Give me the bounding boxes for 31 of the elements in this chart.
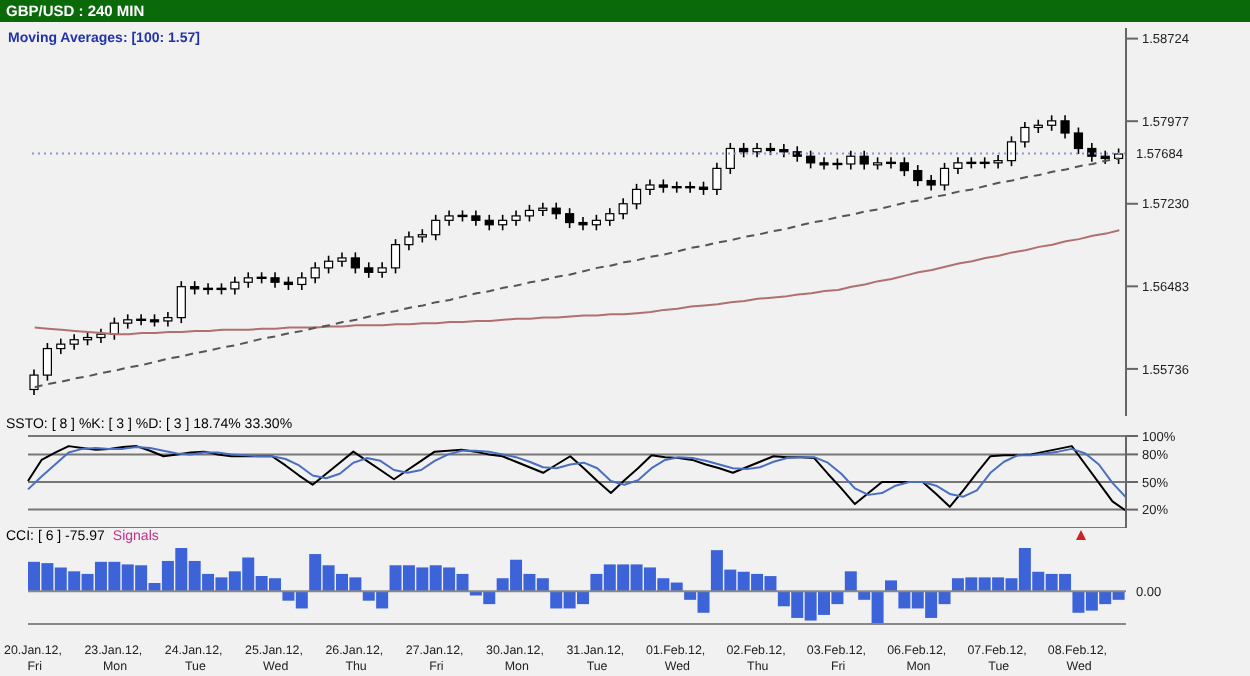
- bar: [844, 571, 857, 592]
- candlestick: [538, 201, 548, 217]
- candlestick: [176, 280, 186, 324]
- line-series: [27, 446, 1127, 499]
- candlestick: [1020, 121, 1030, 149]
- candlestick: [846, 149, 856, 171]
- candlestick: [404, 230, 414, 251]
- line-series: [27, 445, 1127, 512]
- candlestick: [1060, 114, 1070, 140]
- candlestick: [42, 342, 52, 382]
- candlestick: [899, 156, 909, 177]
- candlestick: [29, 368, 39, 396]
- candlestick: [939, 162, 950, 192]
- line-series: [33, 229, 1121, 336]
- candlestick: [712, 162, 722, 196]
- candlestick: [1087, 142, 1097, 163]
- candlestick: [565, 207, 575, 229]
- candlestick: [350, 251, 360, 275]
- candlestick: [1006, 135, 1017, 167]
- candlestick: [578, 216, 588, 232]
- candlestick: [310, 261, 320, 285]
- candlestick: [618, 197, 628, 221]
- candlestick: [431, 214, 441, 242]
- candlestick: [390, 238, 401, 275]
- candlestick: [725, 142, 735, 175]
- candlestick: [1033, 118, 1043, 134]
- bar: [884, 580, 897, 592]
- candlestick: [859, 149, 869, 171]
- candlestick: [913, 164, 923, 187]
- candlestick: [1073, 126, 1084, 155]
- candlestick: [631, 183, 642, 211]
